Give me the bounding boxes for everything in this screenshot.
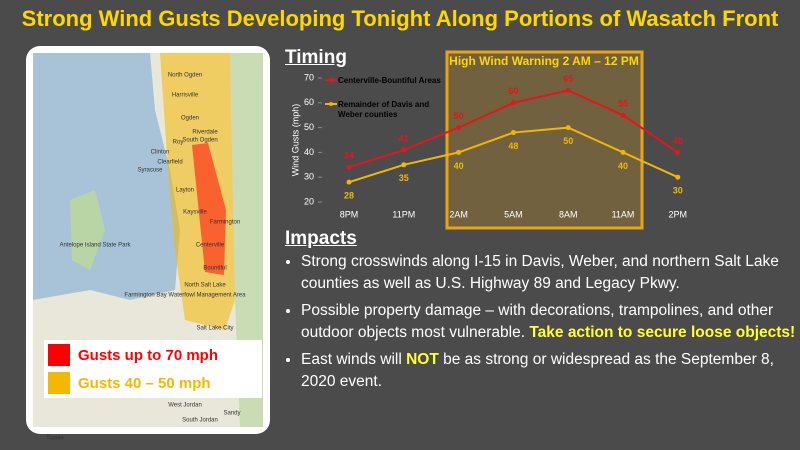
point — [456, 149, 462, 155]
legend-entry: Remainder of Davis and Weber counties — [338, 100, 430, 119]
data-label: 34 — [344, 151, 354, 161]
y-tick-label: 60 — [304, 97, 314, 107]
island — [70, 190, 105, 270]
map-label: West Jordan — [168, 403, 202, 409]
point — [346, 179, 352, 185]
bullet-text: Possible property damage – with decorati… — [301, 302, 774, 341]
data-label: 48 — [508, 141, 518, 151]
data-label: 40 — [618, 161, 628, 171]
data-label: 30 — [673, 186, 683, 196]
map-label: Layton — [176, 188, 194, 194]
impacts-list: Strong crosswinds along I-15 in Davis, W… — [283, 251, 796, 398]
x-tick-label: 8AM — [559, 209, 578, 219]
point — [675, 149, 681, 155]
legend-entry: Centerville-Bountiful Areas — [338, 76, 441, 85]
map-label: Clinton — [151, 150, 170, 156]
point — [620, 149, 626, 155]
legend-marker — [329, 78, 333, 82]
map-label: Syracuse — [137, 168, 163, 174]
data-label: 65 — [563, 74, 573, 84]
data-label: 40 — [454, 161, 464, 171]
map-legend-box — [44, 340, 262, 398]
data-label: 50 — [563, 136, 573, 146]
map-label: Tooele — [46, 436, 64, 442]
mountains — [230, 53, 263, 427]
title: Strong Wind Gusts Developing Tonight Alo… — [21, 6, 779, 31]
map-label: South Ogden — [182, 138, 217, 144]
map-label: Farmington — [210, 220, 240, 226]
map-label: Harrisville — [172, 93, 199, 99]
point — [510, 130, 516, 136]
bullet-text: East winds will — [301, 351, 407, 368]
map-legend-text: Gusts up to 70 mph — [78, 347, 218, 364]
data-label: 55 — [618, 99, 628, 109]
point — [675, 174, 681, 180]
map-label: Clearfield — [157, 160, 182, 166]
y-tick-label: 20 — [304, 196, 314, 206]
map-label: Riverdale — [192, 130, 218, 136]
map-label: Centerville — [196, 243, 225, 249]
map-label: Bountiful — [203, 266, 226, 272]
map-label: North Salt Lake — [184, 283, 226, 289]
map-label: Roy — [173, 140, 184, 146]
bullet-text: NOT — [406, 351, 439, 368]
lake — [33, 53, 180, 300]
chart-heading: Timing — [285, 47, 347, 68]
point — [510, 100, 516, 106]
map-label: Salt Lake City — [196, 326, 233, 332]
annotation: High Wind Warning 2 AM – 12 PM — [449, 54, 639, 68]
point — [565, 125, 571, 131]
point — [620, 112, 626, 118]
x-tick-label: 8PM — [340, 209, 359, 219]
point — [456, 125, 462, 131]
legend-marker — [329, 102, 333, 106]
data-label: 35 — [399, 173, 409, 183]
map-label: Ogden — [181, 116, 199, 122]
bullet: Strong crosswinds along I-15 in Davis, W… — [301, 251, 796, 294]
data-label: 40 — [673, 136, 683, 146]
bullet: East winds will NOT be as strong or wide… — [301, 349, 796, 392]
legend-swatch — [48, 372, 70, 394]
y-tick-label: 40 — [304, 147, 314, 157]
impacts-heading: Impacts — [285, 228, 357, 249]
map-legend-text: Gusts 40 – 50 mph — [78, 375, 211, 392]
x-tick-label: 2AM — [449, 209, 468, 219]
data-label: 41 — [399, 133, 409, 143]
map-label: Kaysville — [183, 210, 207, 216]
warning-fill — [448, 53, 641, 227]
point — [401, 147, 407, 153]
y-tick-label: 70 — [304, 72, 314, 82]
bullet-text: Strong crosswinds along I-15 in Davis, W… — [301, 253, 779, 292]
data-label: 50 — [454, 111, 464, 121]
zone-red — [192, 143, 226, 275]
map-label: Antelope Island State Park — [59, 243, 131, 249]
point — [346, 164, 352, 170]
bullet-text: Take action to secure loose objects! — [529, 323, 796, 341]
data-label: 60 — [508, 86, 518, 96]
map-label: North Ogden — [168, 73, 202, 79]
y-tick-label: 50 — [304, 122, 314, 132]
x-tick-label: 11AM — [612, 209, 635, 219]
x-tick-label: 11PM — [392, 209, 415, 219]
bullet-text: be as strong or widespread as the Septem… — [301, 351, 774, 390]
x-tick-label: 2PM — [669, 209, 688, 219]
bullet: Possible property damage – with decorati… — [301, 300, 796, 343]
point — [565, 87, 571, 93]
y-axis-label: Wind Gusts (mph) — [290, 104, 300, 177]
map-label: Farmington Bay Waterfowl Management Area — [124, 293, 246, 299]
point — [401, 162, 407, 168]
data-label: 28 — [344, 191, 354, 201]
map-label: South Jordan — [182, 418, 218, 424]
map-label: Sandy — [223, 411, 240, 417]
legend-swatch — [48, 344, 70, 366]
x-tick-label: 5AM — [504, 209, 523, 219]
y-tick-label: 30 — [304, 172, 314, 182]
warning-box — [445, 50, 644, 230]
